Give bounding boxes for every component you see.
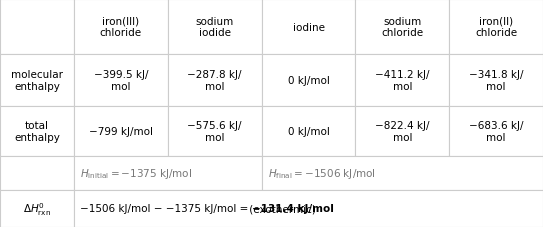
Text: $\mathit{H}_\mathregular{initial}$ = −1375 kJ/mol: $\mathit{H}_\mathregular{initial}$ = −13… bbox=[80, 166, 192, 180]
Text: −411.2 kJ/
mol: −411.2 kJ/ mol bbox=[375, 70, 430, 91]
Text: −131.4 kJ/mol: −131.4 kJ/mol bbox=[251, 204, 333, 214]
Bar bbox=[168, 55, 262, 106]
Bar bbox=[74, 190, 543, 227]
Text: $\mathit{H}_\mathregular{final}$ = −1506 kJ/mol: $\mathit{H}_\mathregular{final}$ = −1506… bbox=[268, 166, 376, 180]
Bar bbox=[0, 106, 74, 156]
Bar bbox=[262, 55, 356, 106]
Text: −822.4 kJ/
mol: −822.4 kJ/ mol bbox=[375, 121, 430, 142]
Bar bbox=[262, 0, 356, 55]
Bar bbox=[449, 106, 543, 156]
Bar bbox=[74, 106, 168, 156]
Bar bbox=[449, 0, 543, 55]
Bar bbox=[74, 156, 262, 190]
Bar bbox=[74, 0, 168, 55]
Bar bbox=[168, 0, 262, 55]
Text: −341.8 kJ/
mol: −341.8 kJ/ mol bbox=[469, 70, 523, 91]
Bar bbox=[0, 190, 74, 227]
Text: total
enthalpy: total enthalpy bbox=[14, 121, 60, 142]
Bar bbox=[0, 156, 74, 190]
Bar bbox=[74, 55, 168, 106]
Bar bbox=[356, 106, 449, 156]
Text: −575.6 kJ/
mol: −575.6 kJ/ mol bbox=[187, 121, 242, 142]
Text: $\Delta H^0_\mathregular{rxn}$: $\Delta H^0_\mathregular{rxn}$ bbox=[23, 200, 51, 217]
Text: iron(II)
chloride: iron(II) chloride bbox=[475, 17, 517, 38]
Text: −1506 kJ/mol − −1375 kJ/mol =: −1506 kJ/mol − −1375 kJ/mol = bbox=[80, 204, 251, 214]
Text: iron(III)
chloride: iron(III) chloride bbox=[100, 17, 142, 38]
Bar bbox=[0, 0, 74, 55]
Text: 0 kJ/mol: 0 kJ/mol bbox=[288, 126, 330, 136]
Bar bbox=[356, 0, 449, 55]
Text: (exothermic): (exothermic) bbox=[245, 204, 315, 214]
Text: −683.6 kJ/
mol: −683.6 kJ/ mol bbox=[469, 121, 523, 142]
Bar bbox=[356, 55, 449, 106]
Text: −799 kJ/mol: −799 kJ/mol bbox=[89, 126, 153, 136]
Text: −287.8 kJ/
mol: −287.8 kJ/ mol bbox=[187, 70, 242, 91]
Text: molecular
enthalpy: molecular enthalpy bbox=[11, 70, 63, 91]
Bar bbox=[0, 55, 74, 106]
Bar bbox=[262, 156, 543, 190]
Text: sodium
chloride: sodium chloride bbox=[381, 17, 424, 38]
Bar bbox=[449, 55, 543, 106]
Text: 0 kJ/mol: 0 kJ/mol bbox=[288, 76, 330, 86]
Bar bbox=[262, 106, 356, 156]
Text: iodine: iodine bbox=[293, 22, 325, 32]
Text: −399.5 kJ/
mol: −399.5 kJ/ mol bbox=[93, 70, 148, 91]
Text: sodium
iodide: sodium iodide bbox=[195, 17, 234, 38]
Bar bbox=[168, 106, 262, 156]
